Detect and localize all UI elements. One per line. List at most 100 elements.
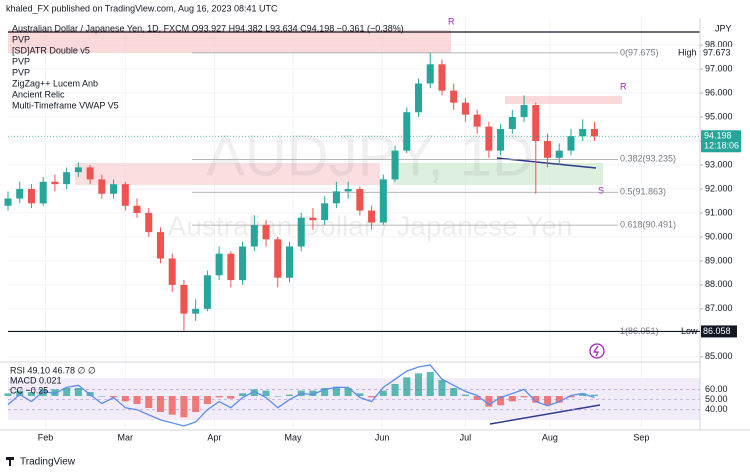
- candle-body: [168, 258, 176, 285]
- macd-bar: [262, 390, 270, 396]
- macd-bar: [485, 396, 493, 407]
- macd-bar: [438, 380, 446, 396]
- clock-icon: [589, 343, 605, 359]
- supply-zone: [8, 30, 451, 53]
- legend-entry: PVP: [12, 67, 30, 77]
- macd-bar: [544, 396, 552, 406]
- macd-bar: [391, 384, 399, 396]
- macd-bar: [63, 388, 71, 396]
- candle-body: [98, 179, 106, 194]
- candle-body: [344, 188, 352, 192]
- macd-bar: [344, 388, 352, 396]
- fib-label: 0(97.675): [620, 47, 659, 57]
- candle-body: [285, 246, 294, 278]
- candle-body: [438, 64, 446, 91]
- legend-entry: Multi-Timeframe VWAP V5: [12, 100, 119, 110]
- macd-bar: [133, 396, 141, 404]
- x-tick-label: May: [285, 432, 303, 442]
- candle-body: [27, 188, 35, 204]
- macd-bar: [356, 393, 364, 396]
- candle-body: [579, 129, 587, 137]
- candle-body: [414, 83, 423, 113]
- macd-bar: [98, 396, 106, 397]
- indicator-legend: CC −0.25: [10, 385, 48, 395]
- candle-body: [532, 105, 540, 142]
- supply-zone: [75, 163, 380, 185]
- macd-bar: [168, 396, 176, 415]
- y-tick-label: 98.000: [705, 39, 733, 49]
- macd-bar: [274, 396, 282, 397]
- candle-body: [368, 210, 376, 223]
- candle-body: [544, 141, 552, 158]
- candle-body: [51, 181, 59, 185]
- demand-zone: [393, 163, 603, 185]
- macd-bar: [450, 388, 458, 396]
- y-tick-label: 93.000: [705, 159, 733, 169]
- macd-bar: [250, 389, 258, 396]
- macd-bar: [16, 390, 24, 396]
- candle-body: [379, 179, 387, 223]
- candle-body: [508, 117, 516, 130]
- macd-bar: [27, 392, 35, 396]
- candle-body: [121, 184, 129, 206]
- macd-bar: [379, 390, 387, 396]
- supply-zone: [505, 96, 622, 104]
- y-tick-label: 90.000: [705, 231, 733, 241]
- candle-body: [590, 129, 598, 137]
- legend-entry: [SD]ATR Double v5: [12, 45, 90, 55]
- y-tick-label: 92.000: [705, 183, 733, 193]
- fib-label: 0.618(90.491): [620, 220, 676, 230]
- candle-body: [555, 150, 563, 158]
- macd-bar: [508, 396, 516, 402]
- candle-body: [180, 284, 188, 314]
- bolt-icon: [592, 345, 599, 357]
- last-price: 94.198: [704, 131, 732, 141]
- low-price: 86.058: [703, 326, 731, 336]
- macd-bar: [403, 377, 411, 396]
- indicator-legend: MACD 0.021: [10, 375, 62, 385]
- macd-bar: [473, 396, 481, 400]
- macd-bar: [555, 396, 563, 403]
- candle-body: [262, 224, 270, 240]
- y-tick-label: 89.000: [705, 255, 733, 265]
- candle-body: [203, 275, 211, 309]
- candle-body: [297, 217, 305, 247]
- x-tick-label: Mar: [118, 432, 134, 442]
- legend-entry: Ancient Relic: [12, 89, 65, 99]
- macd-bar: [110, 396, 118, 398]
- macd-bar: [192, 396, 200, 412]
- low-label: Low: [681, 326, 698, 336]
- high-label: High: [678, 47, 697, 57]
- macd-bar: [309, 390, 317, 396]
- macd-bar: [368, 396, 376, 398]
- y-tick-label: 88.000: [705, 279, 733, 289]
- y-tick-label: 97.000: [705, 63, 733, 73]
- legend-entry: ZigZag++ Lucem Anb: [12, 78, 98, 88]
- macd-bar: [227, 396, 235, 399]
- candle-body: [426, 64, 434, 84]
- candle-body: [110, 184, 118, 194]
- macd-bar: [203, 396, 211, 404]
- candle-body: [74, 167, 82, 173]
- macd-bar: [285, 394, 294, 396]
- macd-bar: [239, 393, 247, 396]
- x-tick-label: Jun: [375, 432, 390, 442]
- marker: S: [598, 185, 604, 195]
- macd-bar: [590, 394, 598, 396]
- high-tag: [701, 46, 737, 59]
- candle-body: [450, 90, 458, 103]
- candle-body: [86, 167, 94, 180]
- macd-bar: [414, 373, 423, 396]
- fib-label: 0.5(91.863): [620, 187, 666, 197]
- candle-body: [391, 150, 399, 180]
- macd-bar: [121, 396, 129, 402]
- candle-body: [403, 112, 411, 151]
- candle-body: [133, 205, 141, 213]
- brand-logo: [6, 457, 14, 466]
- high-price: 97.673: [703, 47, 731, 57]
- candle-body: [497, 129, 505, 151]
- macd-bar: [156, 396, 164, 412]
- candle-body: [473, 114, 481, 127]
- candle-body: [250, 224, 258, 247]
